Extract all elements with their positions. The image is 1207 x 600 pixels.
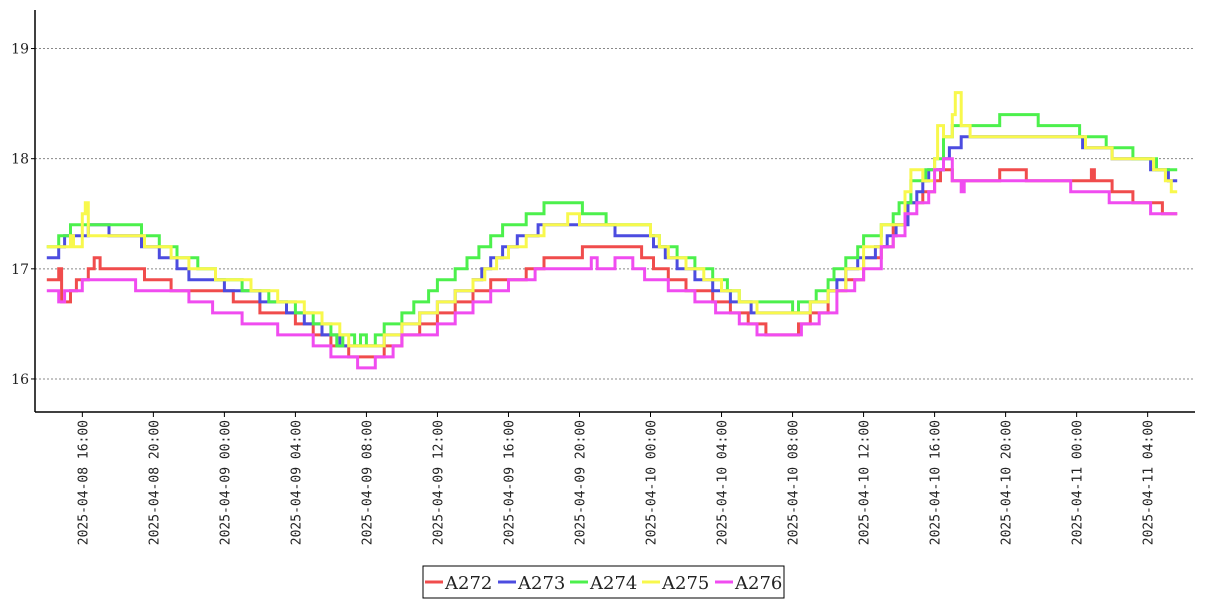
y-tick-label: 18 [11, 152, 29, 168]
x-tick-label: 2025-04-09 00:00 [218, 420, 233, 545]
x-tick-label: 2025-04-10 20:00 [1000, 420, 1015, 545]
x-tick-label: 2025-04-10 08:00 [787, 420, 802, 545]
x-tick-label: 2025-04-09 16:00 [502, 420, 517, 545]
x-tick-label: 2025-04-09 12:00 [431, 420, 446, 545]
series-line-a273 [46, 135, 1178, 348]
x-tick-label: 2025-04-10 16:00 [929, 420, 944, 545]
series-line-a276 [46, 157, 1178, 370]
x-tick-label: 2025-04-08 20:00 [147, 420, 162, 545]
y-tick-label: 17 [11, 262, 29, 278]
legend-label-a276: A276 [734, 573, 782, 594]
y-tick-label: 19 [11, 42, 29, 58]
legend-label-a275: A275 [661, 573, 709, 594]
legend-label-a272: A272 [444, 573, 492, 594]
legend-label-a274: A274 [589, 573, 637, 594]
x-tick-label: 2025-04-11 04:00 [1142, 420, 1157, 545]
x-tick-label: 2025-04-10 00:00 [645, 420, 660, 545]
x-tick-label: 2025-04-09 08:00 [360, 420, 375, 545]
legend-label-a273: A273 [517, 573, 565, 594]
x-tick-label: 2025-04-10 04:00 [716, 420, 731, 545]
x-tick-label: 2025-04-08 16:00 [76, 420, 91, 545]
y-tick-label: 16 [11, 372, 29, 388]
grid-lines [35, 48, 1195, 380]
series-lines [46, 91, 1178, 370]
x-tick-label: 2025-04-11 00:00 [1071, 420, 1086, 545]
x-tick-labels: 2025-04-08 16:00 2025-04-08 20:00 2025-04-… [76, 412, 1157, 545]
x-tick-label: 2025-04-09 20:00 [573, 420, 588, 545]
series-line-a272 [46, 168, 1178, 359]
x-tick-label: 2025-04-10 12:00 [858, 420, 873, 545]
y-tick-labels: 16 17 18 19 [11, 42, 35, 388]
x-tick-label: 2025-04-09 04:00 [289, 420, 304, 545]
axes [34, 10, 1195, 413]
series-line-a274 [46, 113, 1178, 348]
legend: A272 A273 A274 A275 A276 [422, 565, 785, 599]
series-line-a275 [46, 91, 1178, 348]
